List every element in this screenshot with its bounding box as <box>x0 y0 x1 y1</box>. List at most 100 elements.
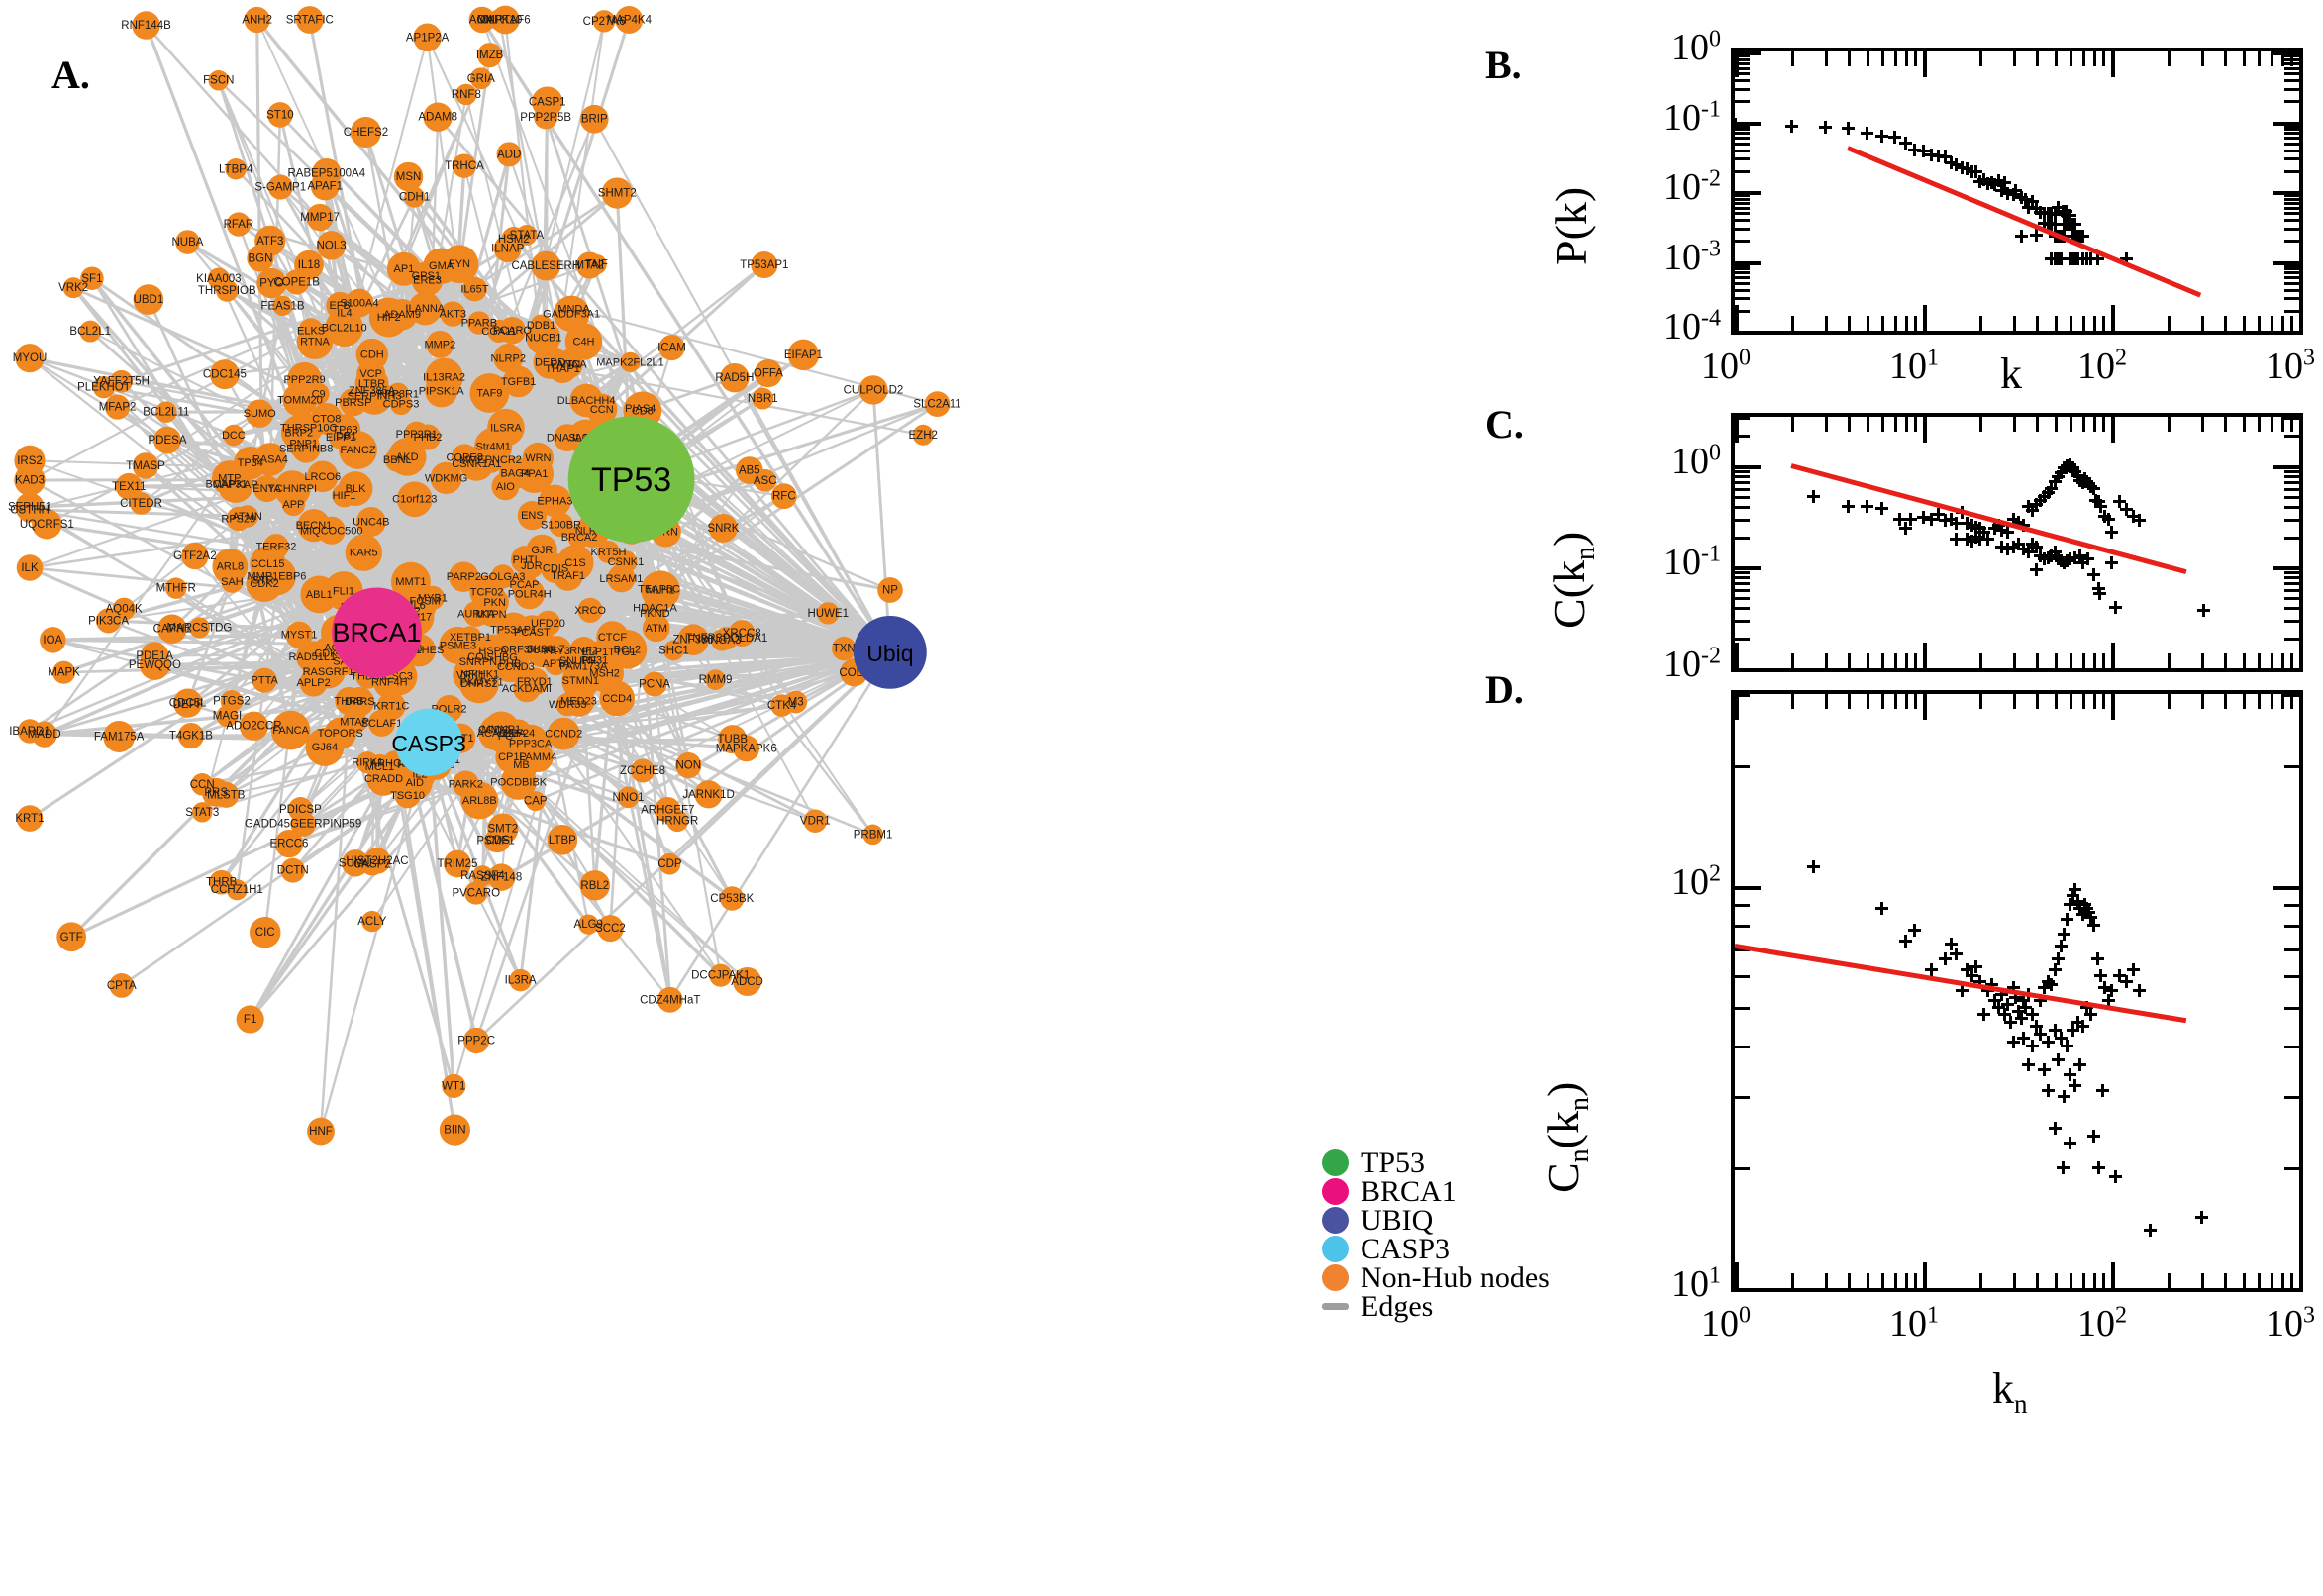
network-node[interactable] <box>175 230 200 254</box>
network-node[interactable] <box>440 301 466 327</box>
network-node[interactable] <box>306 203 334 232</box>
network-node[interactable] <box>491 472 520 501</box>
network-node[interactable] <box>462 276 487 302</box>
network-node[interactable] <box>817 602 840 625</box>
network-node[interactable] <box>274 829 304 858</box>
network-node[interactable] <box>877 577 903 603</box>
network-node[interactable] <box>244 6 270 34</box>
network-node[interactable] <box>564 323 603 360</box>
network-node[interactable] <box>155 401 177 423</box>
network-node[interactable] <box>236 1005 264 1034</box>
network-node[interactable] <box>539 484 571 518</box>
network-node[interactable] <box>642 671 667 697</box>
network-node[interactable] <box>787 339 820 371</box>
network-node[interactable] <box>553 295 590 333</box>
network-node[interactable] <box>720 886 745 911</box>
network-node[interactable] <box>579 104 609 134</box>
network-node[interactable] <box>16 554 44 581</box>
network-node[interactable] <box>751 251 778 279</box>
network-node[interactable] <box>267 174 293 200</box>
network-node[interactable] <box>177 722 205 749</box>
network-node[interactable] <box>288 797 313 822</box>
network-node[interactable] <box>92 375 116 399</box>
network-node[interactable] <box>498 317 527 345</box>
network-node[interactable] <box>153 426 181 454</box>
network-node[interactable] <box>247 245 274 272</box>
network-node[interactable] <box>110 369 134 393</box>
network-node[interactable] <box>784 690 808 714</box>
network-node[interactable] <box>607 564 636 593</box>
network-node[interactable] <box>525 791 546 812</box>
network-node[interactable] <box>223 424 245 447</box>
network-node[interactable] <box>132 11 160 40</box>
network-node[interactable] <box>404 186 426 208</box>
network-node[interactable] <box>173 688 203 718</box>
network-node[interactable] <box>586 253 607 275</box>
network-node[interactable] <box>708 513 738 543</box>
network-node[interactable] <box>561 661 600 700</box>
network-node[interactable] <box>752 387 774 410</box>
network-node[interactable] <box>208 69 230 91</box>
network-node[interactable] <box>644 602 666 625</box>
network-node[interactable] <box>310 171 340 201</box>
network-node[interactable] <box>547 717 580 750</box>
network-node[interactable] <box>502 365 535 398</box>
network-node[interactable] <box>487 408 525 447</box>
network-node[interactable] <box>225 158 247 180</box>
network-node[interactable] <box>858 375 888 405</box>
network-node[interactable] <box>534 105 558 130</box>
network-node[interactable] <box>578 914 599 935</box>
network-node[interactable] <box>455 83 477 106</box>
network-node[interactable] <box>460 639 496 674</box>
network-node[interactable] <box>677 624 709 655</box>
network-node[interactable] <box>426 330 454 358</box>
network-node[interactable] <box>484 827 511 853</box>
network-node[interactable] <box>709 963 733 987</box>
network-node[interactable] <box>216 279 239 302</box>
hub-node-brca1[interactable] <box>332 587 422 678</box>
network-node[interactable] <box>112 597 136 621</box>
network-node[interactable] <box>342 849 369 877</box>
network-node[interactable] <box>157 614 187 644</box>
network-node[interactable] <box>452 153 477 178</box>
network-node[interactable] <box>803 809 828 834</box>
network-node[interactable] <box>133 284 164 315</box>
network-node[interactable] <box>440 245 479 284</box>
network-node[interactable] <box>413 23 442 52</box>
network-node[interactable] <box>396 481 433 518</box>
hub-node-casp3[interactable] <box>395 708 463 776</box>
network-node[interactable] <box>249 916 281 948</box>
network-node[interactable] <box>294 249 324 280</box>
network-node[interactable] <box>384 448 410 472</box>
network-node[interactable] <box>425 357 463 397</box>
network-node[interactable] <box>442 1073 466 1098</box>
network-node[interactable] <box>209 869 235 895</box>
network-node[interactable] <box>32 509 62 540</box>
hub-node-tp53[interactable] <box>567 416 695 544</box>
network-node[interactable] <box>770 483 797 510</box>
network-node[interactable] <box>592 10 616 33</box>
network-node[interactable] <box>467 311 491 335</box>
network-node[interactable] <box>404 421 430 448</box>
network-node[interactable] <box>607 630 648 669</box>
network-node[interactable] <box>299 668 328 697</box>
network-node[interactable] <box>56 922 87 952</box>
network-node[interactable] <box>252 667 277 693</box>
network-node[interactable] <box>104 394 131 420</box>
network-node[interactable] <box>332 483 356 508</box>
network-node[interactable] <box>496 142 522 167</box>
network-node[interactable] <box>164 577 187 599</box>
network-node[interactable] <box>463 1027 490 1054</box>
network-node[interactable] <box>720 362 750 393</box>
network-node[interactable] <box>31 721 57 748</box>
network-node[interactable] <box>355 507 386 537</box>
network-node[interactable] <box>754 468 777 492</box>
network-node[interactable] <box>297 509 331 543</box>
network-node[interactable] <box>656 986 683 1013</box>
network-node[interactable] <box>509 968 532 992</box>
network-node[interactable] <box>439 1114 470 1146</box>
network-node[interactable] <box>549 512 573 538</box>
network-node[interactable] <box>267 102 293 128</box>
network-node[interactable] <box>556 545 594 582</box>
network-node[interactable] <box>586 393 618 426</box>
